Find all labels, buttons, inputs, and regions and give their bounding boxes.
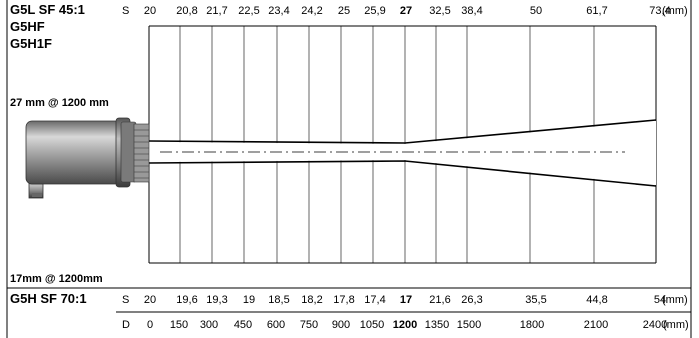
top-spot-value: 32,5 (429, 5, 450, 17)
top-spot-label: 27 mm @ 1200 mm (10, 97, 109, 109)
bottom-spot-value: 19,3 (206, 294, 227, 306)
top-spot-value: 21,7 (206, 5, 227, 17)
top-spot-value: 61,7 (586, 5, 607, 17)
bottom-spot-value: 44,8 (586, 294, 607, 306)
bottom-unit: (mm) (662, 294, 688, 306)
bottom-spot-value: 19 (243, 294, 255, 306)
distance-value: 1050 (360, 319, 384, 331)
distance-value: 1350 (425, 319, 449, 331)
top-spot-value: 38,4 (461, 5, 482, 17)
bottom-spot-value: 21,6 (429, 294, 450, 306)
distance-value: 1200 (393, 319, 417, 331)
top-model-line-1: G5L SF 45:1 (10, 2, 85, 17)
distance-unit: (mm) (663, 319, 689, 331)
beam-upper-edge (148, 119, 657, 144)
top-spot-value: 22,5 (238, 5, 259, 17)
top-unit: (mm) (662, 5, 688, 17)
distance-value: 2400 (643, 319, 667, 331)
bottom-spot-value: 17,8 (333, 294, 354, 306)
bottom-spot-value: 17,4 (364, 294, 385, 306)
top-spot-value: 20 (144, 5, 156, 17)
distance-row-prefix: D (122, 319, 130, 331)
distance-value: 750 (300, 319, 318, 331)
distance-value: 900 (332, 319, 350, 331)
top-spot-value: 73,4 (649, 5, 670, 17)
top-row-prefix: S (122, 5, 129, 17)
bottom-spot-value: 19,6 (176, 294, 197, 306)
bottom-spot-value: 26,3 (461, 294, 482, 306)
bottom-spot-label: 17mm @ 1200mm (10, 273, 103, 285)
distance-value: 0 (147, 319, 153, 331)
measurement-grid (148, 25, 657, 264)
bottom-spot-value: 35,5 (525, 294, 546, 306)
bottom-spot-value: 17 (400, 294, 412, 306)
beam-area (149, 121, 656, 185)
top-spot-value: 23,4 (268, 5, 289, 17)
bottom-spot-value: 18,5 (268, 294, 289, 306)
distance-value: 1800 (520, 319, 544, 331)
distance-value: 2100 (584, 319, 608, 331)
bottom-spot-value: 18,2 (301, 294, 322, 306)
sensor-icon (25, 117, 150, 199)
bottom-row-prefix: S (122, 294, 129, 306)
bottom-spot-value: 54 (654, 294, 666, 306)
distance-value: 1500 (457, 319, 481, 331)
bottom-spot-value: 20 (144, 294, 156, 306)
distance-value: 300 (200, 319, 218, 331)
distance-value: 450 (234, 319, 252, 331)
top-spot-value: 24,2 (301, 5, 322, 17)
top-spot-value: 20,8 (176, 5, 197, 17)
top-model-line-3: G5H1F (10, 36, 52, 51)
bottom-model-line: G5H SF 70:1 (10, 291, 87, 306)
distance-value: 150 (170, 319, 188, 331)
top-spot-value: 50 (530, 5, 542, 17)
top-model-line-2: G5HF (10, 19, 45, 34)
beam-lower-edge (148, 160, 657, 187)
distance-value: 600 (267, 319, 285, 331)
top-spot-value: 25,9 (364, 5, 385, 17)
top-spot-value: 27 (400, 5, 412, 17)
top-spot-value: 25 (338, 5, 350, 17)
